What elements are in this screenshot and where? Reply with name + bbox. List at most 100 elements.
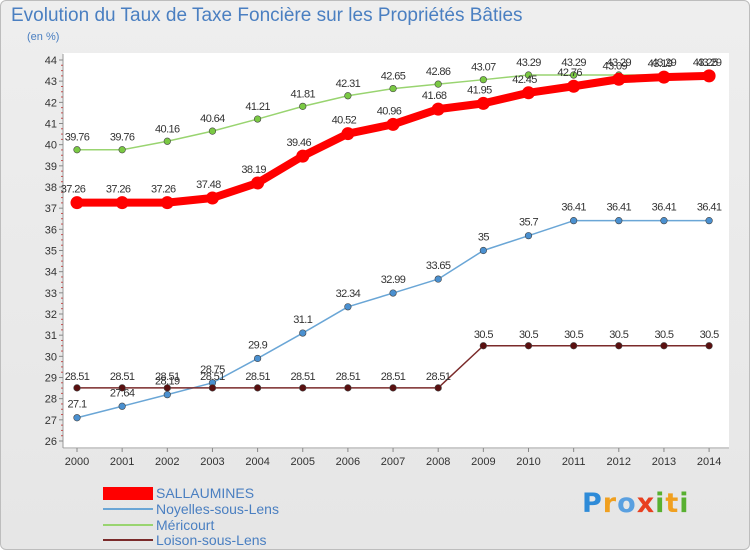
data-point xyxy=(118,384,126,392)
data-label: 35 xyxy=(478,232,490,244)
chart-title: Evolution du Taux de Taxe Foncière sur l… xyxy=(11,5,523,26)
x-tick-label: 2011 xyxy=(562,456,586,468)
y-tick-label: 44 xyxy=(45,55,57,67)
data-label: 30.5 xyxy=(609,329,628,341)
x-tick-label: 2002 xyxy=(155,456,179,468)
chart-subtitle: (en %) xyxy=(27,31,60,43)
data-point xyxy=(208,127,217,135)
x-tick-label: 2013 xyxy=(652,456,676,468)
data-point xyxy=(344,92,352,100)
data-point xyxy=(702,69,716,83)
data-point xyxy=(70,196,84,210)
data-label: 30.5 xyxy=(700,329,719,341)
data-point xyxy=(254,354,262,363)
logo-letter: o xyxy=(617,488,637,519)
y-tick-label: 37 xyxy=(45,203,57,215)
data-point xyxy=(660,217,668,225)
data-label: 39.76 xyxy=(65,132,90,144)
legend-label: Noyelles-sous-Lens xyxy=(156,501,279,517)
data-label: 30.5 xyxy=(654,329,673,341)
data-label: 37.48 xyxy=(196,179,221,191)
x-tick-label: 2000 xyxy=(65,456,89,468)
data-label: 43.29 xyxy=(516,57,541,69)
data-label: 40.16 xyxy=(155,123,180,135)
data-point xyxy=(434,384,442,392)
data-point xyxy=(660,342,668,350)
data-label: 41.95 xyxy=(467,84,492,96)
x-tick-label: 2008 xyxy=(426,456,450,468)
data-point xyxy=(208,384,217,392)
data-point xyxy=(344,303,352,311)
data-point xyxy=(341,127,355,141)
data-label: 37.26 xyxy=(61,184,86,196)
y-tick-label: 39 xyxy=(45,161,57,173)
data-point xyxy=(705,217,713,225)
y-tick-label: 43 xyxy=(45,76,57,88)
data-label: 39.46 xyxy=(286,137,311,149)
legend-label: Loison-sous-Lens xyxy=(156,532,267,548)
data-label: 36.41 xyxy=(561,202,586,214)
x-tick-label: 2009 xyxy=(471,456,495,468)
data-label: 42.86 xyxy=(426,66,451,78)
legend-swatch xyxy=(103,524,153,526)
data-label: 43.29 xyxy=(697,57,722,69)
logo-letter: P xyxy=(582,488,603,519)
data-point xyxy=(524,232,533,240)
data-label: 42.31 xyxy=(336,78,361,90)
data-label: 28.51 xyxy=(200,371,225,383)
data-point xyxy=(205,191,219,205)
data-label: 35.7 xyxy=(519,217,538,229)
data-point xyxy=(118,146,126,154)
logo-letter: r xyxy=(602,488,618,519)
data-label: 30.5 xyxy=(519,329,538,341)
data-point xyxy=(389,384,397,392)
legend-swatch xyxy=(103,486,153,500)
data-point xyxy=(344,384,352,392)
data-label: 36.41 xyxy=(652,202,677,214)
data-point xyxy=(479,76,487,84)
data-point xyxy=(524,342,533,350)
logo-letter: x xyxy=(636,488,656,519)
data-label: 41.68 xyxy=(422,90,447,102)
data-point xyxy=(567,79,581,93)
data-point xyxy=(522,86,535,100)
proxiti-logo: Proxiti xyxy=(582,488,690,519)
data-label: 28.51 xyxy=(426,371,451,383)
y-tick-label: 38 xyxy=(45,182,57,194)
data-point xyxy=(615,217,623,225)
x-tick-label: 2014 xyxy=(697,456,721,468)
y-tick-label: 40 xyxy=(45,140,57,152)
data-label: 28.51 xyxy=(155,371,180,383)
data-point xyxy=(657,70,671,84)
data-label: 29.9 xyxy=(248,339,267,351)
data-label: 30.5 xyxy=(564,329,583,341)
data-point xyxy=(160,196,174,210)
x-tick-label: 2005 xyxy=(291,456,315,468)
y-tick-label: 34 xyxy=(45,267,57,279)
x-tick-label: 2004 xyxy=(245,456,269,468)
data-point xyxy=(254,384,262,392)
y-tick-label: 31 xyxy=(45,330,57,342)
y-tick-label: 32 xyxy=(45,309,57,321)
logo-letter: i xyxy=(655,488,666,519)
data-label: 43.29 xyxy=(652,57,677,69)
data-point xyxy=(431,102,445,116)
data-label: 28.19 xyxy=(155,376,180,388)
x-tick-label: 2006 xyxy=(336,456,360,468)
data-label: 37.26 xyxy=(106,184,131,196)
y-tick-label: 42 xyxy=(45,97,57,109)
data-point xyxy=(386,117,400,131)
data-label: 33.65 xyxy=(426,260,451,272)
y-tick-label: 30 xyxy=(45,351,57,363)
data-label: 36.41 xyxy=(697,202,722,214)
x-tick-label: 2012 xyxy=(607,456,631,468)
legend-label: SALLAUMINES xyxy=(156,485,255,501)
data-point xyxy=(254,115,262,123)
y-tick-label: 28 xyxy=(45,394,57,406)
data-point xyxy=(251,176,265,190)
data-point xyxy=(163,391,171,399)
data-label: 43.09 xyxy=(603,60,628,72)
x-tick-label: 2001 xyxy=(110,456,134,468)
data-point xyxy=(299,384,307,392)
